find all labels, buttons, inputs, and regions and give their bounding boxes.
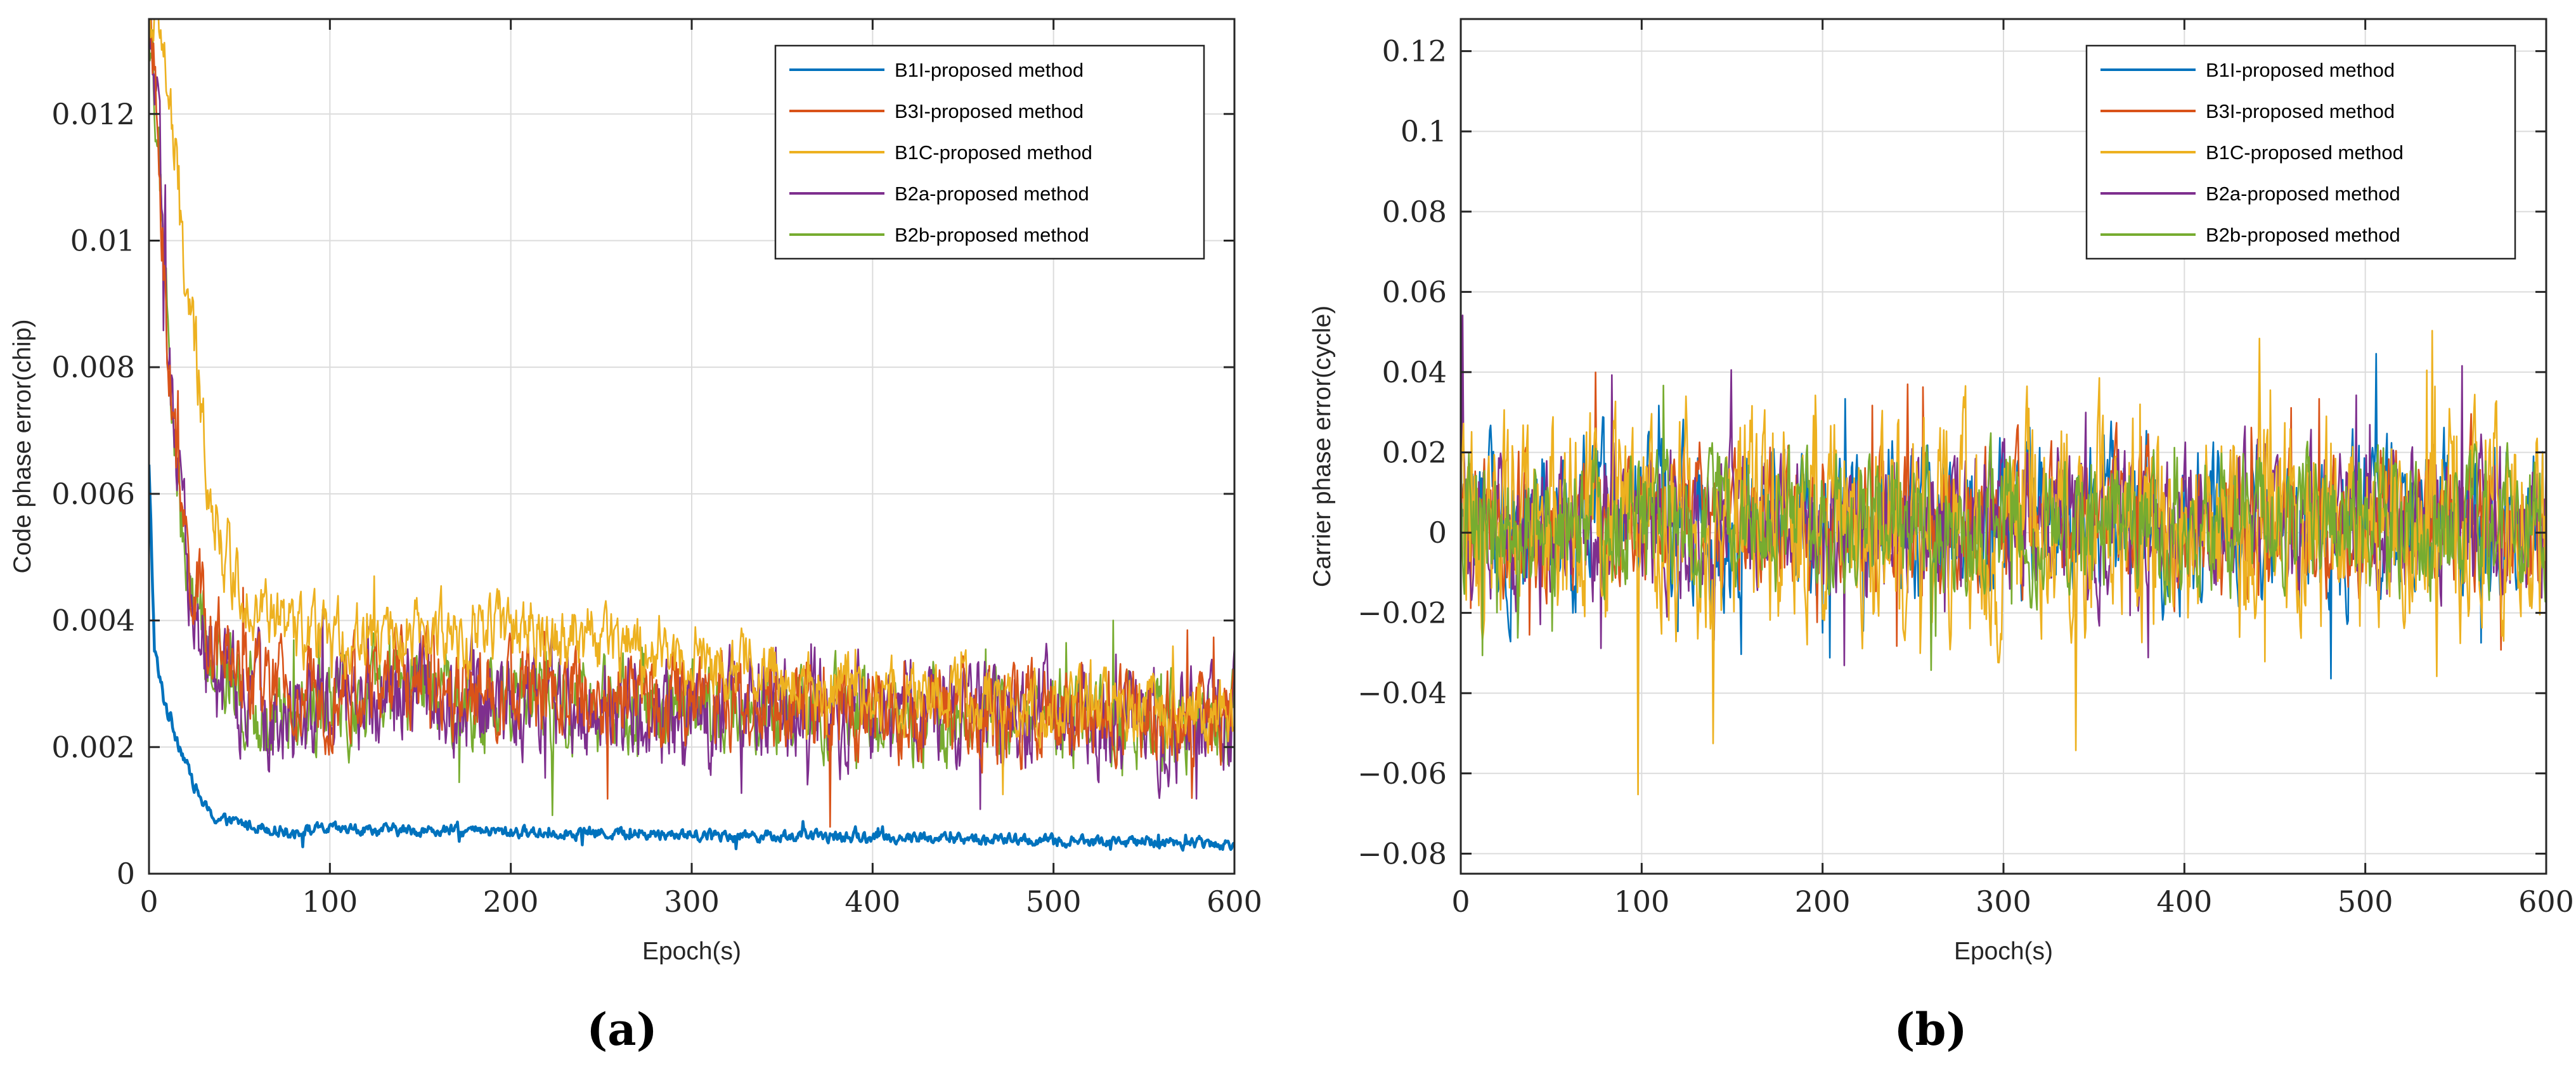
x-axis-label: Epoch(s) [1954, 938, 2053, 965]
y-tick-label: 0.04 [1382, 355, 1447, 389]
y-tick-label: 0 [1428, 515, 1447, 550]
legend-label: B2a-proposed method [895, 183, 1089, 205]
y-tick-label: 0.06 [1382, 275, 1447, 309]
ticks-b: 0 100 200 300 400 500 600 −0.08 −0.06 −0.04 −0.02 0… [1357, 19, 2574, 919]
y-tick-label: 0.02 [1382, 435, 1447, 469]
x-tick-label: 400 [2156, 884, 2212, 919]
series-line-b1c-proposed-method [149, 19, 1234, 796]
x-tick-label: 100 [1614, 884, 1669, 919]
y-tick-label: 0.1 [1401, 114, 1447, 148]
x-tick-label: 500 [1026, 884, 1082, 919]
legend-label: B1C-proposed method [895, 141, 1092, 164]
x-tick-label: 100 [302, 884, 358, 919]
panel-label-b: (b) [1894, 1003, 1967, 1056]
x-tick-label: 300 [664, 884, 720, 919]
y-axis-label: Carrier phase error(cycle) [1309, 306, 1336, 587]
series-group-a [149, 19, 1234, 852]
y-tick-label: −0.08 [1357, 836, 1447, 871]
y-tick-label: 0.12 [1382, 34, 1447, 68]
y-tick-label: 0.002 [51, 730, 135, 764]
series-line-b2b-proposed-method [1461, 384, 2546, 671]
y-tick-label: 0.008 [51, 350, 135, 384]
y-tick-label: −0.02 [1357, 596, 1447, 630]
x-tick-label: 600 [2518, 884, 2574, 919]
y-tick-label: 0.006 [51, 477, 135, 511]
y-axis-label: Code phase error(chip) [9, 319, 36, 573]
y-tick-label: 0.004 [51, 604, 135, 638]
panel-label-a: (a) [586, 1003, 657, 1056]
x-tick-label: 500 [2338, 884, 2393, 919]
chart-b: 0 100 200 300 400 500 600 −0.08 −0.06 −0.04 −0.02 0… [1309, 18, 2574, 1056]
legend-label: B1C-proposed method [2206, 141, 2404, 164]
x-tick-label: 0 [139, 884, 158, 919]
legend-label: B3I-proposed method [2206, 100, 2395, 122]
series-group-b [1461, 314, 2546, 796]
y-tick-label: 0.08 [1382, 195, 1447, 229]
x-tick-label: 300 [1976, 884, 2031, 919]
y-tick-label: 0 [117, 857, 135, 891]
series-line-b1i-proposed-method [149, 464, 1234, 852]
legend-label: B2b-proposed method [2206, 224, 2400, 246]
legend-label: B2b-proposed method [895, 224, 1089, 246]
legend-a: B1I-proposed method B3I-proposed method B1… [774, 44, 1205, 260]
x-axis-label: Epoch(s) [642, 938, 741, 965]
axes-frame-a [148, 18, 1236, 875]
x-tick-label: 200 [1795, 884, 1851, 919]
y-tick-label: 0.012 [51, 97, 135, 131]
y-tick-label: −0.04 [1357, 676, 1447, 710]
legend-b: B1I-proposed method B3I-proposed method B1… [2085, 44, 2516, 260]
chart-a: 0 100 200 300 400 500 600 0 0.002 0.004 0.006 0.008… [9, 18, 1262, 1056]
x-tick-label: 400 [845, 884, 900, 919]
x-tick-label: 0 [1451, 884, 1470, 919]
legend-label: B3I-proposed method [895, 100, 1084, 122]
ticks-a: 0 100 200 300 400 500 600 0 0.002 0.004 0.006 0.008… [51, 19, 1262, 919]
x-tick-label: 600 [1207, 884, 1262, 919]
x-tick-label: 200 [483, 884, 539, 919]
y-tick-label: 0.01 [70, 223, 135, 257]
legend-label: B1I-proposed method [895, 59, 1084, 81]
y-tick-label: −0.06 [1357, 756, 1447, 791]
legend-label: B1I-proposed method [2206, 59, 2395, 81]
axes-frame-b [1460, 18, 2547, 875]
legend-label: B2a-proposed method [2206, 183, 2400, 205]
